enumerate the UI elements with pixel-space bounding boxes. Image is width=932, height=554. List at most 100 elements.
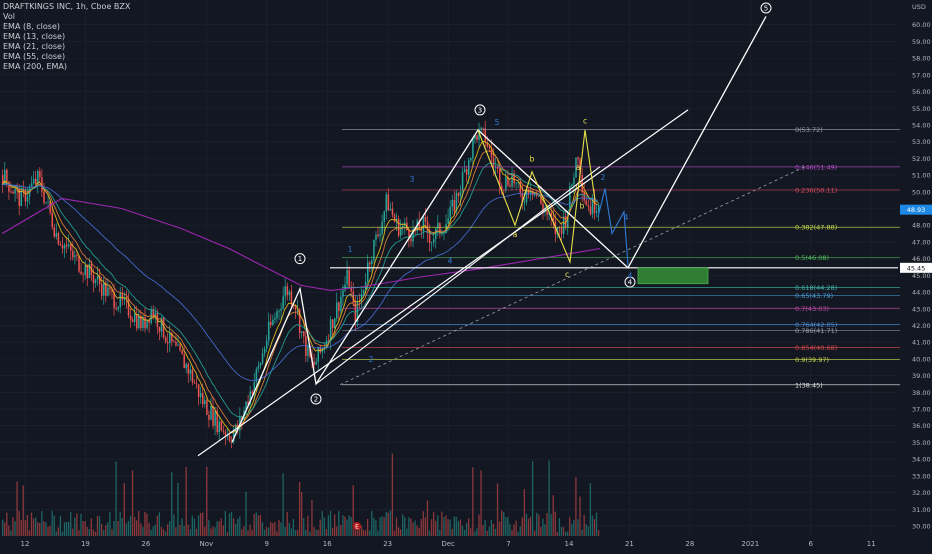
volume-bar (136, 520, 138, 536)
volume-bar (567, 531, 569, 536)
volume-bar (146, 513, 148, 536)
candle (140, 315, 142, 329)
volume-bar (96, 515, 99, 536)
wave-channel-line (315, 166, 601, 385)
legend-ema200[interactable]: EMA (200, EMA) (3, 62, 67, 71)
volume-bar (329, 510, 332, 536)
volume-bar (158, 512, 161, 536)
volume-bar (492, 523, 495, 536)
sub-wave-label: a (576, 163, 581, 172)
volume-bar (583, 515, 585, 536)
volume-bar (160, 527, 163, 536)
candle (45, 202, 47, 203)
sub-wave-label: 4 (448, 257, 453, 266)
legend-ema55[interactable]: EMA (55, close) (3, 52, 66, 61)
volume-bar (441, 511, 443, 536)
sub-wave-label: 4 (624, 213, 629, 222)
volume-bar (432, 511, 435, 536)
volume-bar (342, 515, 344, 536)
candle (175, 341, 177, 346)
volume-bar (321, 511, 323, 536)
legend-volume[interactable]: Vol (3, 12, 15, 21)
candle (338, 302, 340, 312)
legend-ema21[interactable]: EMA (21, close) (3, 42, 66, 51)
candle (340, 296, 342, 312)
candle (290, 291, 293, 305)
volume-bar (189, 529, 191, 536)
candle (224, 431, 227, 437)
volume-bar (498, 521, 501, 536)
legend-ema13[interactable]: EMA (13, close) (3, 32, 66, 41)
candle (531, 190, 534, 196)
volume-bar (517, 531, 519, 536)
candle (331, 319, 334, 329)
volume-bar (181, 518, 183, 536)
candle (212, 406, 214, 426)
volume-bar (105, 525, 107, 536)
candle (61, 245, 64, 249)
volume-bar (377, 530, 379, 536)
candle (313, 361, 315, 365)
candle (585, 200, 588, 206)
candle (437, 223, 439, 229)
candle (474, 135, 476, 140)
volume-bar (274, 522, 276, 536)
volume-bar (117, 521, 119, 536)
volume-bar (187, 524, 189, 536)
volume-bar (239, 516, 241, 536)
volume-bar (282, 473, 284, 536)
candle (498, 168, 501, 186)
volume-bar (581, 529, 583, 536)
volume-bar (503, 511, 505, 536)
volume-bar (494, 528, 497, 536)
candle (575, 157, 577, 178)
volume-bar (290, 528, 292, 536)
legend-symbol[interactable]: DRAFTKINGS INC, 1h, Cboe BZX (3, 2, 131, 11)
candle (451, 199, 454, 207)
volume-bar (336, 526, 338, 536)
candle (523, 202, 526, 204)
candle (6, 169, 8, 182)
wave-label-circle (294, 253, 306, 265)
volume-bar (228, 513, 231, 536)
candle (399, 227, 402, 236)
volume-bar (255, 512, 257, 536)
volume-bar (65, 521, 68, 536)
volume-bar (482, 525, 484, 536)
volume-bar (428, 530, 431, 536)
candle (220, 421, 223, 431)
candle (546, 211, 548, 215)
candle (366, 262, 369, 282)
candle (24, 189, 27, 202)
volume-bar (103, 530, 105, 536)
volume-bar (57, 527, 59, 536)
fib-level-label: 0.618(44.28) (795, 284, 837, 292)
y-tick-label: 34.00 (912, 456, 931, 464)
candle (121, 293, 124, 300)
fib-level-label: 1(38.45) (795, 381, 823, 389)
volume-bar (420, 518, 422, 536)
volume-bar (212, 526, 214, 536)
legend-ema8[interactable]: EMA (8, close) (3, 22, 60, 31)
candle (587, 205, 590, 207)
volume-bar (152, 526, 154, 536)
volume-bar (183, 525, 185, 536)
volume-bar (111, 529, 113, 536)
volume-bar (61, 531, 64, 536)
candle (542, 203, 544, 212)
candle (509, 185, 511, 187)
candle (422, 217, 425, 232)
candle (162, 317, 165, 338)
volume-bar (554, 511, 556, 536)
volume-bar (371, 511, 373, 536)
candle (171, 332, 173, 342)
candle (571, 184, 573, 187)
current-price-tag: 48.93 (907, 206, 926, 214)
volume-bar (94, 531, 97, 536)
candle (278, 310, 280, 312)
volume-bar (362, 529, 365, 536)
y-tick-label: 57.00 (912, 71, 931, 79)
candle (296, 309, 299, 311)
